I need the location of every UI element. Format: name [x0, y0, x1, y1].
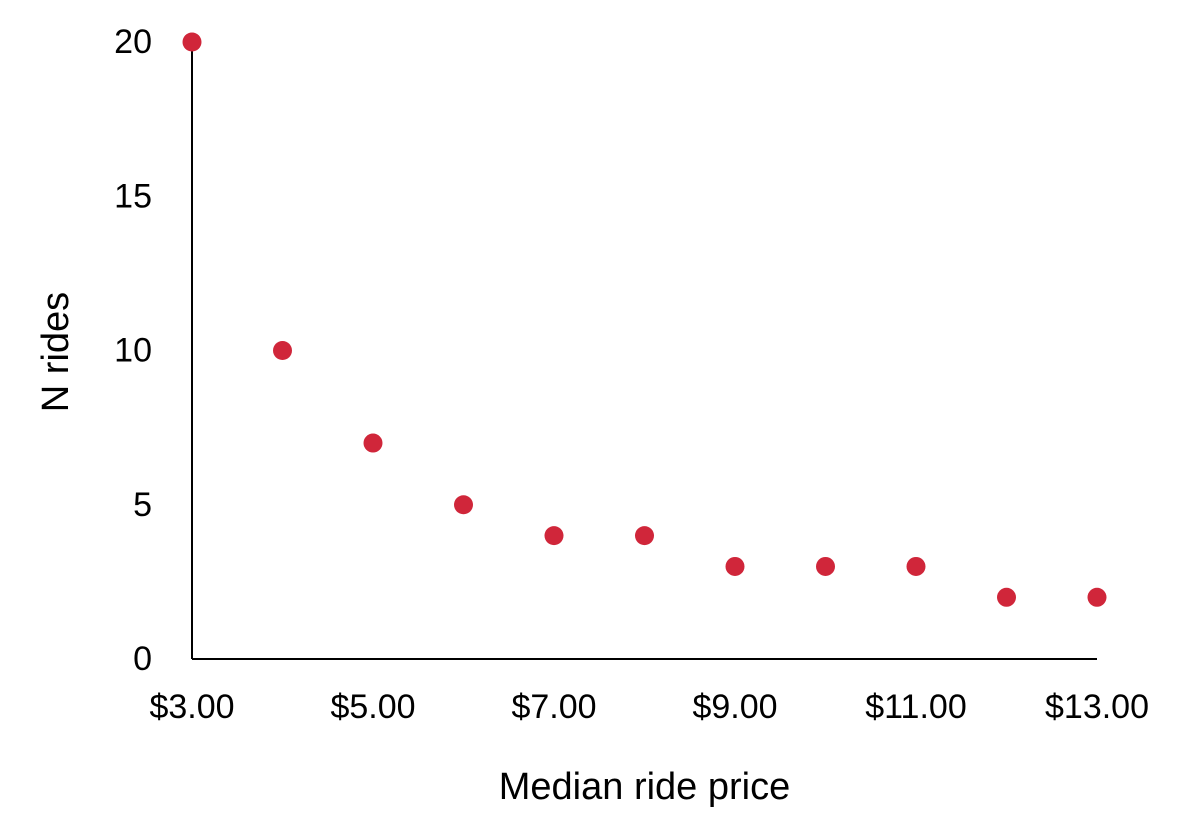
x-tick-label: $7.00	[511, 688, 596, 726]
y-tick-label: 0	[133, 640, 152, 678]
y-tick-label: 10	[114, 332, 152, 370]
x-tick-label: $5.00	[330, 688, 415, 726]
data-point	[1087, 587, 1107, 607]
data-point	[635, 526, 654, 546]
data-point	[725, 556, 745, 576]
data-point	[363, 433, 383, 453]
x-tick-label: $9.00	[692, 688, 777, 726]
x-tick-labels: $3.00 $5.00 $7.00 $9.00 $11.00 $13.00	[149, 688, 1149, 726]
x-axis-title: Median ride price	[499, 766, 790, 808]
y-tick-label: 15	[114, 177, 152, 215]
y-tick-label: 5	[133, 486, 152, 524]
data-point	[544, 526, 564, 546]
data-point	[906, 556, 926, 576]
x-tick-label: $11.00	[865, 688, 966, 726]
data-point	[454, 495, 473, 515]
data-point	[182, 32, 202, 52]
data-points	[182, 32, 1107, 607]
y-tick-label: 20	[114, 23, 152, 61]
y-axis-title: N rides	[35, 292, 77, 412]
x-tick-label: $13.00	[1045, 688, 1149, 726]
data-point	[816, 556, 835, 576]
data-point	[273, 341, 292, 360]
y-tick-labels: 0 5 10 15 20	[114, 23, 152, 678]
data-point	[997, 587, 1016, 607]
x-tick-label: $3.00	[149, 688, 234, 726]
